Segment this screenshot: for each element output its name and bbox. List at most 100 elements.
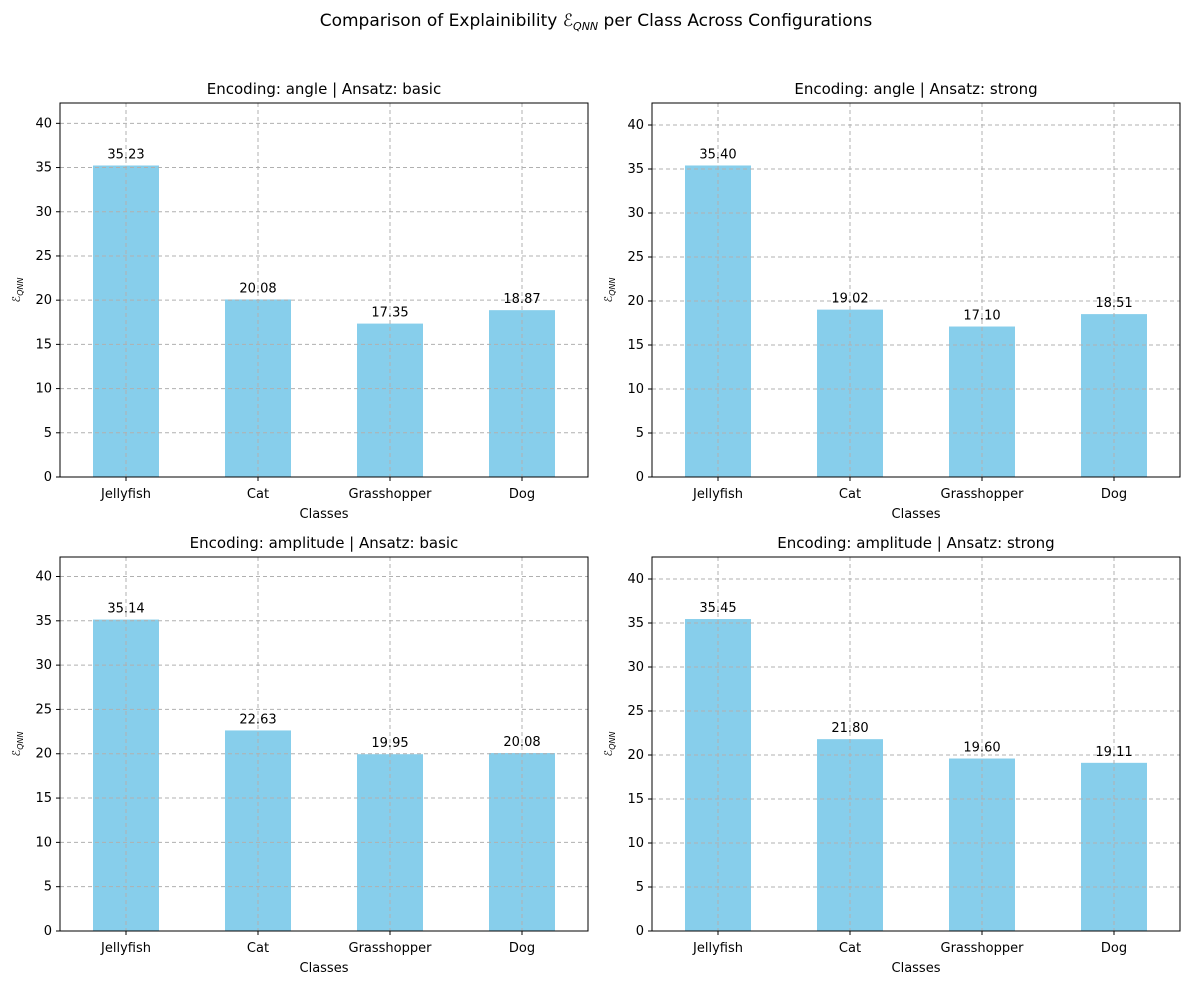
y-axis-label: ℰQNN — [602, 278, 617, 303]
y-tick-label: 40 — [627, 572, 644, 587]
bar-value-label: 19.02 — [831, 292, 868, 307]
x-tick-label: Grasshopper — [941, 487, 1025, 502]
y-tick-label: 15 — [627, 338, 644, 353]
plot-frame — [651, 102, 1181, 478]
y-tick-label: 30 — [35, 658, 52, 673]
bar-value-label: 35.45 — [699, 601, 736, 616]
figure-title-subscript: QNN — [573, 20, 598, 33]
y-tick-label: 0 — [636, 470, 644, 485]
y-tick-label: 20 — [627, 294, 644, 309]
y-axis-label-subscript: QNN — [16, 278, 25, 296]
y-tick-label: 0 — [44, 924, 52, 939]
figure-title-suffix: per Class Across Configurations — [598, 11, 872, 31]
bar-value-label: 35.14 — [107, 602, 144, 617]
y-axis-label: ℰQNN — [602, 732, 617, 757]
y-axis-label-subscript: QNN — [608, 732, 617, 750]
y-tick-label: 35 — [35, 614, 52, 629]
bar-value-label: 35.40 — [699, 147, 736, 162]
x-tick-label: Grasshopper — [941, 941, 1025, 956]
y-tick-label: 40 — [35, 569, 52, 584]
y-tick-label: 35 — [35, 161, 52, 176]
y-tick-label: 0 — [44, 470, 52, 485]
x-tick-label: Cat — [839, 487, 861, 502]
y-tick-label: 10 — [627, 836, 644, 851]
bar-value-label: 19.95 — [371, 736, 408, 751]
y-tick-label: 40 — [627, 118, 644, 133]
y-axis-label: ℰQNN — [10, 732, 25, 757]
y-tick-label: 5 — [44, 880, 52, 895]
bar-value-label: 19.11 — [1095, 745, 1132, 760]
x-tick-label: Dog — [1101, 487, 1127, 502]
subplot-2: 0 5 10 15 20 25 30 35 40 Jellyfish Cat Grasshopper D… — [602, 80, 1181, 522]
y-axis-label: ℰQNN — [10, 278, 25, 303]
y-tick-label: 30 — [627, 206, 644, 221]
bar-value-label: 21.80 — [831, 721, 868, 736]
bar-value-label: 18.87 — [503, 292, 540, 307]
y-tick-label: 40 — [35, 116, 52, 131]
plot-frame — [651, 556, 1181, 932]
y-axis-label-symbol: ℰ — [10, 295, 23, 302]
x-tick-label: Grasshopper — [349, 941, 433, 956]
y-axis-label-symbol: ℰ — [10, 749, 23, 756]
x-tick-label: Dog — [1101, 941, 1127, 956]
bar-value-label: 17.35 — [371, 306, 408, 321]
subplot-title: Encoding: angle | Ansatz: basic — [207, 80, 441, 98]
y-tick-label: 15 — [35, 337, 52, 352]
x-tick-label: Cat — [839, 941, 861, 956]
y-tick-label: 5 — [636, 880, 644, 895]
x-tick-label: Jellyfish — [692, 941, 743, 956]
bar-value-label: 22.63 — [239, 712, 276, 727]
x-axis-label: Classes — [892, 507, 941, 522]
x-tick-label: Jellyfish — [100, 487, 151, 502]
y-tick-label: 30 — [627, 660, 644, 675]
y-axis-label-symbol: ℰ — [602, 295, 615, 302]
y-tick-label: 15 — [627, 792, 644, 807]
x-tick-label: Jellyfish — [100, 941, 151, 956]
bar-value-label: 35.23 — [107, 148, 144, 163]
y-tick-label: 5 — [44, 426, 52, 441]
y-tick-label: 35 — [627, 162, 644, 177]
x-tick-label: Grasshopper — [349, 487, 433, 502]
y-tick-label: 10 — [35, 382, 52, 397]
x-tick-label: Dog — [509, 487, 535, 502]
y-tick-label: 25 — [35, 249, 52, 264]
subplots-grid: 0 5 10 15 20 25 30 35 40 Jellyfish Cat Grasshopper D… — [10, 80, 1181, 976]
subplot-title: Encoding: angle | Ansatz: strong — [794, 80, 1037, 98]
subplot-3: 0 5 10 15 20 25 30 35 40 Jellyfish Cat Grasshopper D… — [10, 534, 589, 976]
y-axis-label-symbol: ℰ — [602, 749, 615, 756]
y-tick-label: 25 — [35, 702, 52, 717]
y-tick-label: 20 — [627, 748, 644, 763]
plot-frame — [59, 102, 589, 478]
y-tick-label: 5 — [636, 426, 644, 441]
figure-title-prefix: Comparison of Explainibility — [320, 11, 563, 31]
bar-value-label: 17.10 — [963, 309, 1000, 324]
figure-title-symbol: ℰ — [563, 11, 573, 31]
bar-cat — [817, 739, 883, 931]
subplot-title: Encoding: amplitude | Ansatz: strong — [777, 534, 1054, 552]
bar-value-label: 18.51 — [1095, 296, 1132, 311]
y-tick-label: 25 — [627, 704, 644, 719]
x-axis-label: Classes — [300, 507, 349, 522]
y-axis-label-subscript: QNN — [16, 732, 25, 750]
figure-title: Comparison of Explainibility ℰQNN per Cl… — [320, 11, 873, 33]
y-tick-label: 25 — [627, 250, 644, 265]
y-tick-label: 15 — [35, 791, 52, 806]
x-axis-label: Classes — [892, 961, 941, 976]
x-tick-label: Dog — [509, 941, 535, 956]
bar-value-label: 20.08 — [239, 281, 276, 296]
x-axis-label: Classes — [300, 961, 349, 976]
y-tick-label: 20 — [35, 293, 52, 308]
y-axis-label-subscript: QNN — [608, 278, 617, 296]
subplot-1: 0 5 10 15 20 25 30 35 40 Jellyfish Cat Grasshopper D… — [10, 80, 589, 522]
plot-frame — [59, 556, 589, 932]
bar-dog — [1081, 314, 1147, 477]
x-tick-label: Cat — [247, 941, 269, 956]
y-tick-label: 35 — [627, 616, 644, 631]
bar-value-label: 19.60 — [963, 741, 1000, 756]
subplot-title: Encoding: amplitude | Ansatz: basic — [190, 534, 459, 552]
subplot-4: 0 5 10 15 20 25 30 35 40 Jellyfish Cat Grasshopper D… — [602, 534, 1181, 976]
bar-value-label: 20.08 — [503, 735, 540, 750]
x-tick-label: Jellyfish — [692, 487, 743, 502]
x-tick-label: Cat — [247, 487, 269, 502]
